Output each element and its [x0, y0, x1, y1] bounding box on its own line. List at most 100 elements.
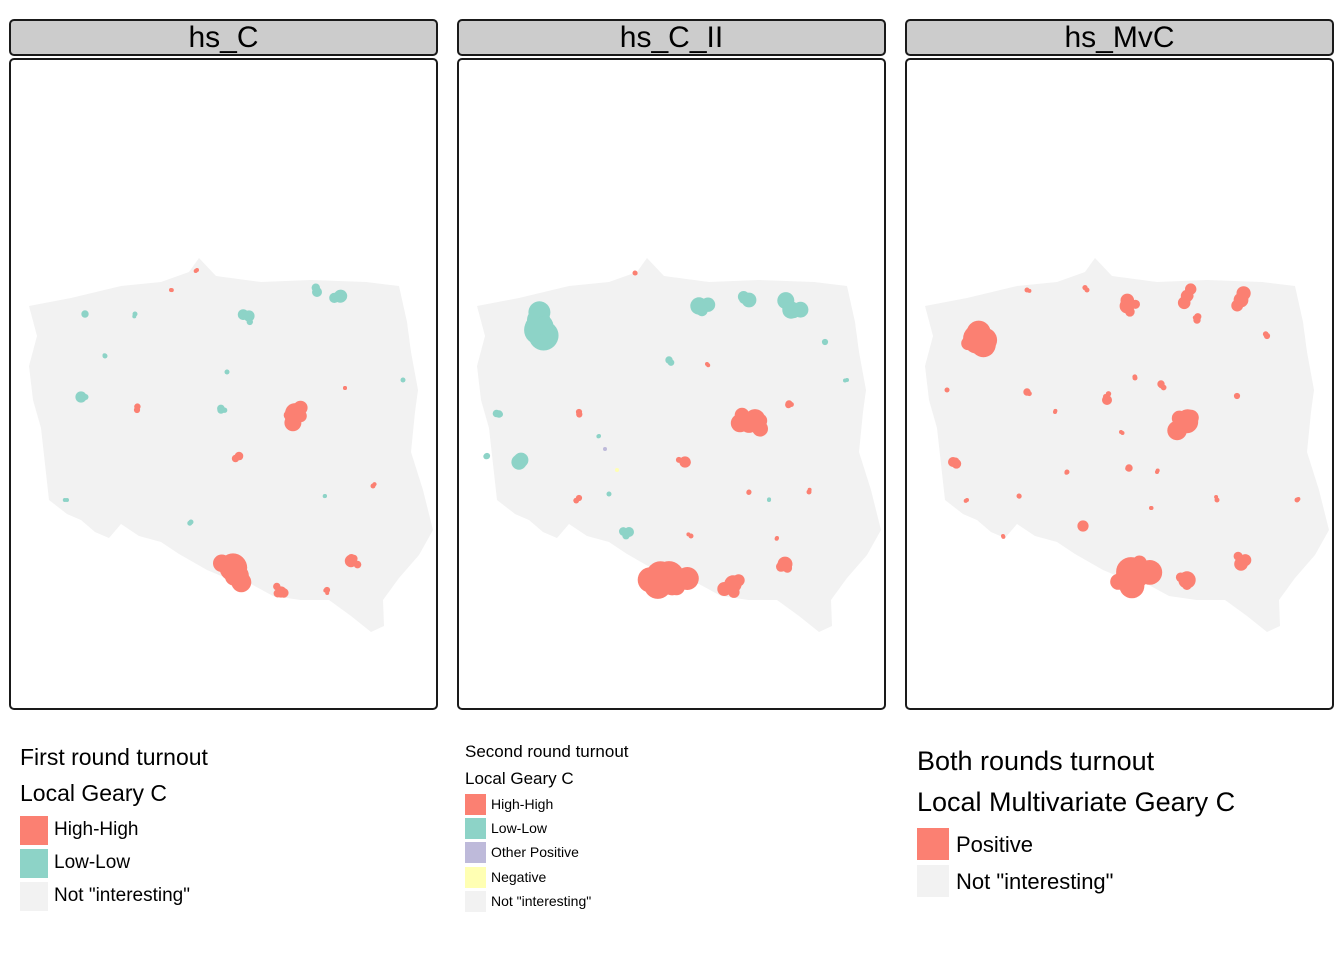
legend-label: Low-Low — [54, 852, 131, 873]
cluster-patch — [401, 378, 405, 383]
cluster-low-low — [329, 289, 348, 303]
legend-key — [917, 865, 949, 897]
legend-label: High-High — [54, 819, 139, 840]
cluster-high-high — [1192, 313, 1202, 324]
cluster-patch — [1027, 288, 1032, 293]
cluster-patch — [534, 316, 554, 336]
cluster-patch — [706, 363, 711, 368]
cluster-patch — [945, 387, 950, 392]
cluster-patch — [273, 582, 281, 591]
cluster-low-low — [606, 491, 612, 497]
legend-label: High-High — [491, 796, 554, 812]
map-hs-c — [29, 258, 433, 632]
legend-key — [465, 867, 486, 888]
cluster-low-low — [75, 391, 89, 403]
legend-title-line2: Local Multivariate Geary C — [917, 787, 1236, 817]
cluster-patch — [213, 554, 231, 573]
cluster-high-high — [1175, 571, 1196, 590]
cluster-patch — [1132, 374, 1138, 380]
legend-key — [20, 816, 48, 845]
cluster-high-high — [746, 489, 752, 495]
facet-strip-label: hs_MvC — [1064, 20, 1175, 54]
cluster-high-high — [1167, 409, 1199, 441]
cluster-low-low — [187, 519, 194, 526]
cluster-high-high — [323, 586, 331, 595]
legend-label: Not "interesting" — [956, 869, 1114, 894]
legend-label: Not "interesting" — [491, 893, 592, 909]
cluster-high-high — [370, 482, 377, 489]
cluster-high-high — [133, 403, 141, 414]
cluster-low-low — [102, 353, 108, 359]
cluster-patch — [237, 309, 249, 320]
cluster-high-high — [1024, 287, 1032, 293]
cluster-low-low — [62, 498, 69, 502]
cluster-high-high — [944, 387, 950, 393]
cluster-patch — [822, 340, 827, 345]
legend-label: Positive — [956, 832, 1034, 857]
cluster-low-low — [311, 283, 322, 297]
legend-title-line1: Both rounds turnout — [917, 746, 1155, 776]
facet-strip-hs-c-ii: hs_C_II — [457, 19, 886, 56]
cluster-patch — [1064, 470, 1069, 475]
cluster-patch — [792, 301, 809, 318]
cluster-low-low — [524, 301, 559, 351]
cluster-high-high — [686, 532, 694, 539]
cluster-low-low — [81, 310, 89, 318]
cluster-patch — [132, 314, 137, 319]
facet-strip-hs-c: hs_C — [9, 19, 438, 56]
cluster-patch — [225, 567, 244, 586]
cluster-patch — [843, 378, 847, 383]
cluster-patch — [807, 487, 812, 492]
cluster-low-low — [492, 409, 503, 418]
cluster-patch — [596, 434, 601, 439]
legend-key — [465, 842, 486, 863]
cluster-patch — [686, 532, 691, 537]
legend-key — [917, 828, 949, 860]
cluster-high-high — [1082, 285, 1090, 293]
legend-key — [465, 891, 486, 912]
cluster-patch — [1016, 493, 1022, 499]
cluster-patch — [334, 290, 346, 302]
cluster-patch — [279, 588, 289, 598]
cluster-high-high — [1053, 408, 1058, 414]
cluster-low-low — [217, 404, 228, 414]
cluster-high-high — [575, 408, 583, 418]
cluster-patch — [483, 453, 490, 460]
cluster-patch — [492, 409, 501, 418]
cluster-layer — [483, 270, 849, 599]
cluster-patch — [1237, 559, 1247, 569]
cluster-high-high — [730, 407, 768, 437]
legend-label: Not "interesting" — [54, 885, 190, 906]
cluster-high-high — [1016, 493, 1022, 499]
cluster-patch — [752, 420, 768, 437]
cluster-patch — [1082, 285, 1088, 291]
legend-title-line2: Local Geary C — [20, 780, 168, 806]
cluster-patch — [82, 311, 88, 317]
legend-key — [20, 882, 48, 911]
facet-strip-label: hs_C — [188, 20, 259, 54]
cluster-negative — [615, 468, 619, 472]
cluster-patch — [778, 557, 793, 571]
cluster-patch — [633, 271, 638, 276]
map-panel-hs-c — [9, 58, 438, 710]
cluster-patch — [325, 591, 330, 595]
cluster-patch — [680, 457, 691, 468]
cluster-patch — [603, 447, 607, 451]
cluster-patch — [963, 324, 992, 353]
cluster-patch — [1125, 307, 1135, 317]
cluster-high-high — [1102, 391, 1112, 405]
cluster-high-high — [776, 556, 793, 573]
cluster-layer — [944, 283, 1301, 599]
cluster-high-high — [705, 362, 711, 368]
cluster-patch — [1001, 534, 1006, 539]
cluster-patch — [1296, 497, 1301, 501]
cluster-patch — [76, 393, 85, 402]
cluster-high-high — [213, 553, 252, 593]
cluster-patch — [668, 358, 673, 363]
cluster-patch — [774, 536, 779, 541]
cluster-low-low — [237, 309, 255, 326]
cluster-high-high — [963, 498, 969, 503]
cluster-high-high — [344, 554, 362, 569]
poland-base-shape — [477, 258, 881, 632]
cluster-high-high — [1233, 551, 1252, 571]
